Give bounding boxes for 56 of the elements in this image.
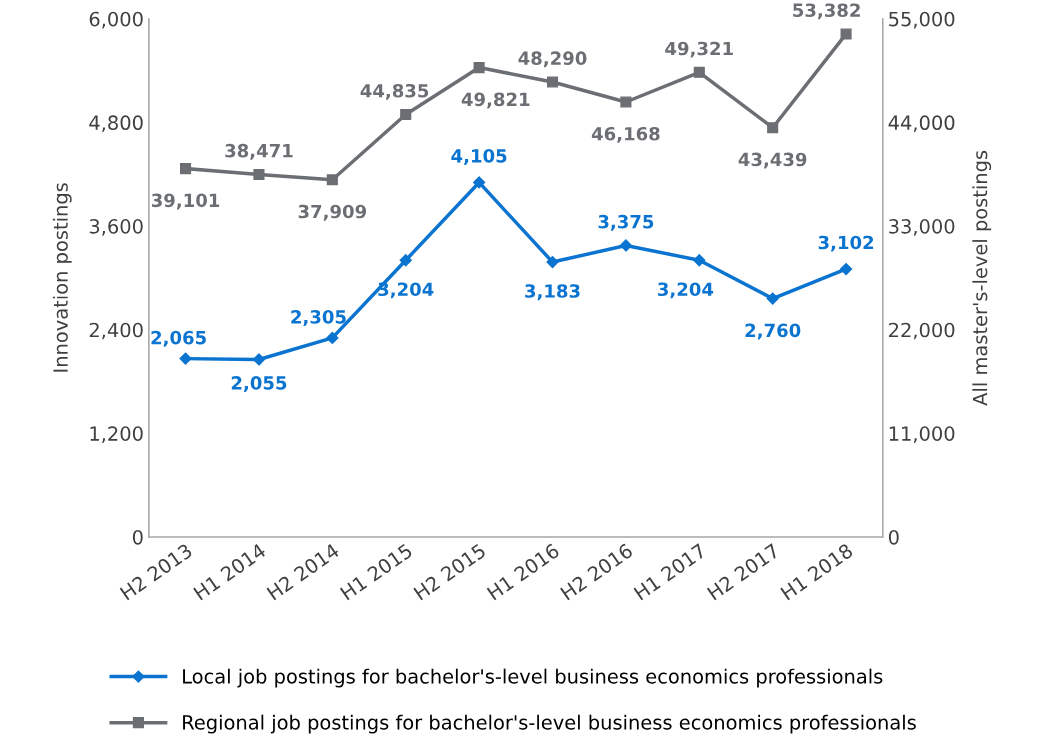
point bbox=[620, 96, 632, 108]
data-label: 49,321 bbox=[665, 41, 733, 58]
data-label: 48,290 bbox=[518, 51, 587, 68]
y2-tick-label: 33,000 bbox=[889, 219, 955, 236]
point bbox=[766, 292, 779, 305]
data-label: 46,168 bbox=[591, 126, 660, 143]
data-label: 2,055 bbox=[231, 376, 287, 393]
point bbox=[253, 168, 265, 181]
y2-tick-label: 55,000 bbox=[889, 11, 955, 29]
data-label: 4,105 bbox=[451, 149, 507, 165]
point bbox=[546, 255, 559, 269]
data-label: 2,305 bbox=[291, 310, 346, 326]
point bbox=[767, 122, 779, 134]
data-label: 37,909 bbox=[298, 204, 367, 221]
y-axis-title: Innovation postings bbox=[52, 183, 72, 372]
point bbox=[693, 254, 706, 267]
y2-tick-label: 11,000 bbox=[889, 426, 955, 443]
legend-label: Local job postings for bachelor's-level business economics professionals bbox=[183, 668, 883, 688]
point bbox=[473, 62, 485, 74]
point bbox=[840, 28, 852, 40]
data-label: 3,204 bbox=[658, 282, 714, 299]
point bbox=[473, 176, 486, 189]
data-label: 3,102 bbox=[818, 235, 874, 252]
y-tick-label: 3,600 bbox=[89, 219, 143, 236]
point bbox=[180, 163, 192, 175]
y-tick-label: 6,000 bbox=[89, 11, 143, 29]
point bbox=[179, 352, 192, 365]
y2-axis-title: All master's-level postings bbox=[972, 150, 992, 406]
data-label: 49,821 bbox=[461, 92, 530, 109]
point bbox=[839, 262, 853, 276]
y2-tick-label: 44,000 bbox=[888, 115, 955, 133]
data-label: 38,471 bbox=[225, 143, 293, 160]
data-label: 39,101 bbox=[151, 193, 220, 210]
data-label: 3,204 bbox=[378, 282, 434, 299]
data-label: 53,382 bbox=[793, 3, 860, 20]
data-label: 2,760 bbox=[745, 323, 801, 340]
y2-tick-label: 0 bbox=[888, 529, 899, 545]
point bbox=[399, 254, 412, 267]
y-tick-label: 0 bbox=[132, 529, 143, 545]
point bbox=[326, 174, 338, 186]
point bbox=[693, 66, 705, 78]
data-label: 3,183 bbox=[525, 284, 580, 301]
y-tick-label: 2,400 bbox=[89, 322, 143, 340]
data-label: 3,375 bbox=[598, 214, 654, 231]
y-tick-label: 1,200 bbox=[90, 426, 143, 443]
data-label: 2,065 bbox=[151, 330, 206, 347]
data-label: 44,835 bbox=[360, 83, 429, 100]
data-label: 43,439 bbox=[738, 152, 807, 169]
point bbox=[619, 239, 632, 252]
y2-tick-label: 22,000 bbox=[889, 322, 955, 340]
y-tick-label: 4,800 bbox=[89, 115, 143, 133]
point bbox=[400, 108, 412, 121]
point bbox=[252, 353, 266, 366]
point bbox=[326, 331, 339, 344]
legend-label: Regional job postings for bachelor's-level business economics professionals bbox=[183, 714, 916, 734]
point bbox=[546, 76, 559, 88]
